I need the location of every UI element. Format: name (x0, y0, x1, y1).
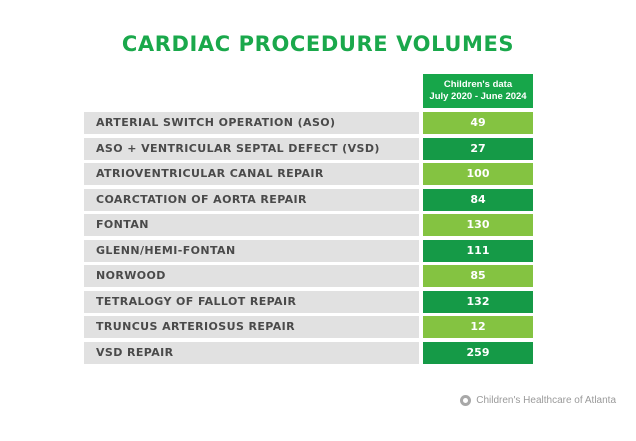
chart-title: CARDIAC PROCEDURE VOLUMES (121, 32, 515, 56)
procedure-label: ATRIOVENTRICULAR CANAL REPAIR (84, 163, 419, 185)
table-row: GLENN/HEMI-FONTAN 111 (84, 239, 533, 262)
procedure-label: NORWOOD (84, 265, 419, 287)
procedure-label: VSD REPAIR (84, 341, 419, 364)
procedure-label: TETRALOGY OF FALLOT REPAIR (84, 290, 419, 313)
procedure-volume: 84 (423, 188, 533, 211)
table-row: VSD REPAIR 259 (84, 341, 533, 364)
procedure-volume: 132 (423, 290, 533, 313)
childrens-logo-icon (460, 395, 472, 406)
table-row: ATRIOVENTRICULAR CANAL REPAIR 100 (84, 163, 533, 185)
procedure-volume: 12 (423, 316, 533, 338)
column-header-line-1: Children's data (443, 79, 513, 90)
procedure-label: COARCTATION OF AORTA REPAIR (84, 188, 419, 211)
table-row: NORWOOD 85 (84, 265, 533, 287)
procedure-volume: 85 (423, 265, 533, 287)
procedure-label: ARTERIAL SWITCH OPERATION (ASO) (84, 112, 419, 134)
procedure-volume: 49 (423, 112, 533, 134)
table-row: COARCTATION OF AORTA REPAIR 84 (84, 188, 533, 211)
procedure-volume: 27 (423, 137, 533, 160)
table-row: TRUNCUS ARTERIOSUS REPAIR 12 (84, 316, 533, 338)
table-row: ASO + VENTRICULAR SEPTAL DEFECT (VSD) 27 (84, 137, 533, 160)
footer-text: Children's Healthcare of Atlanta (476, 395, 616, 406)
table-row: ARTERIAL SWITCH OPERATION (ASO) 49 (84, 112, 533, 134)
procedure-label: GLENN/HEMI-FONTAN (84, 239, 419, 262)
procedure-label: FONTAN (84, 214, 419, 236)
procedure-table: ARTERIAL SWITCH OPERATION (ASO) 49 ASO + V… (84, 112, 533, 367)
procedure-label: TRUNCUS ARTERIOSUS REPAIR (84, 316, 419, 338)
column-header-line-2: July 2020 - June 2024 (429, 91, 527, 102)
table-row: TETRALOGY OF FALLOT REPAIR 132 (84, 290, 533, 313)
procedure-volume: 259 (423, 341, 533, 364)
footer: Children's Healthcare of Atlanta (460, 395, 616, 406)
procedure-volume: 100 (423, 163, 533, 185)
table-row: FONTAN 130 (84, 214, 533, 236)
procedure-volume: 111 (423, 239, 533, 262)
procedure-label: ASO + VENTRICULAR SEPTAL DEFECT (VSD) (84, 137, 419, 160)
procedure-volume: 130 (423, 214, 533, 236)
column-header: Children's data July 2020 - June 2024 (423, 74, 533, 108)
